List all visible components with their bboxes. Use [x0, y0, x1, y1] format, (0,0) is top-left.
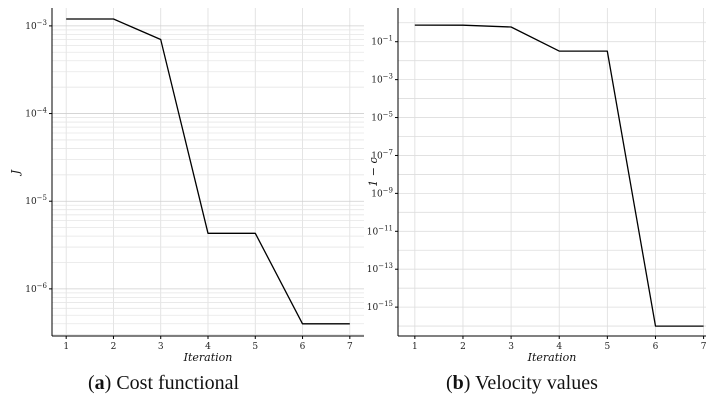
x-tick-label: 5: [604, 342, 610, 352]
y-axis-label: 1 − c: [367, 157, 380, 186]
y-tick-label: 10−5: [25, 194, 47, 207]
y-tick-label: 10−1: [371, 35, 393, 48]
panel-a-cost-functional: 1 2 3 4 5 6 7 10−6 10−5 10−4 10−3 Iteration J: [9, 8, 364, 364]
x-axis-label: Iteration: [183, 351, 233, 364]
panel-b-velocity-values: 1 2 3 4 5 6 7 10−15 10−13 10−11 10−9 10−7 10−5 10−3 10…: [367, 8, 707, 364]
x-tick-label: 7: [701, 342, 707, 352]
y-tick-label: 10−5: [371, 111, 393, 124]
x-tick-label: 3: [508, 342, 514, 352]
x-tick-label: 5: [252, 342, 258, 352]
x-tick-label: 1: [63, 342, 69, 352]
caption-b-text: Velocity values: [475, 372, 598, 394]
x-tick-label: 6: [653, 342, 659, 352]
y-tick-label: 10−15: [367, 300, 393, 313]
x-tick-label: 2: [111, 342, 117, 352]
y-tick-label: 10−3: [25, 19, 47, 32]
y-tick-label: 10−3: [371, 73, 393, 86]
caption-a: (a) Cost functional: [88, 372, 240, 394]
x-axis-label: Iteration: [527, 351, 577, 364]
y-tick-label: 10−4: [25, 107, 47, 120]
x-tick-label: 7: [347, 342, 353, 352]
caption-b: (b) Velocity values: [446, 372, 598, 394]
y-tick-label: 10−13: [367, 262, 393, 275]
x-tick-label: 1: [412, 342, 418, 352]
y-tick-label: 10−11: [367, 224, 393, 237]
y-tick-label: 10−7: [371, 148, 393, 161]
y-tick-label: 10−9: [371, 186, 393, 199]
x-tick-label: 4: [556, 342, 562, 352]
series-line: [66, 18, 350, 325]
y-tick-label: 10−6: [25, 282, 47, 295]
series-line: [414, 24, 704, 327]
caption-b-tag: b: [452, 372, 464, 394]
x-tick-label: 6: [300, 342, 306, 352]
caption-a-text: Cost functional: [116, 372, 240, 394]
x-tick-label: 2: [460, 342, 466, 352]
caption-a-tag: a: [94, 372, 105, 394]
y-axis-label: J: [9, 169, 22, 176]
x-tick-label: 4: [205, 342, 211, 352]
x-tick-label: 3: [158, 342, 164, 352]
